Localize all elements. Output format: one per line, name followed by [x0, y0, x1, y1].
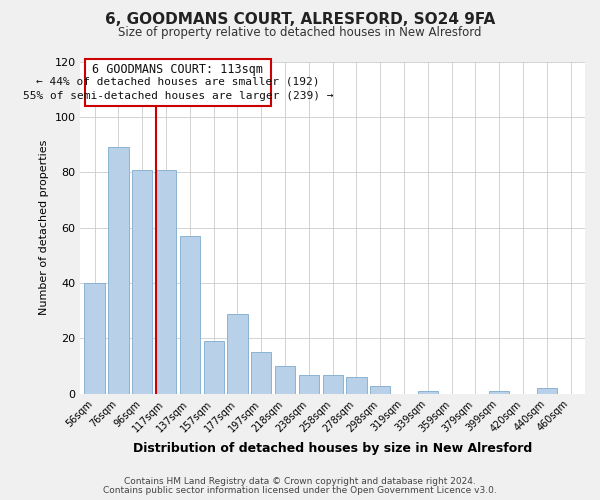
Bar [85, 283, 105, 394]
Bar [227, 314, 248, 394]
Bar [537, 388, 557, 394]
Text: Contains public sector information licensed under the Open Government Licence v3: Contains public sector information licen… [103, 486, 497, 495]
Text: 6 GOODMANS COURT: 113sqm: 6 GOODMANS COURT: 113sqm [92, 63, 263, 76]
Bar [132, 170, 152, 394]
Text: ← 44% of detached houses are smaller (192): ← 44% of detached houses are smaller (19… [36, 76, 320, 86]
Bar [251, 352, 271, 394]
X-axis label: Distribution of detached houses by size in New Alresford: Distribution of detached houses by size … [133, 442, 532, 455]
Bar [323, 374, 343, 394]
Bar [275, 366, 295, 394]
Bar [489, 391, 509, 394]
Bar [299, 374, 319, 394]
Bar [156, 170, 176, 394]
Bar [346, 378, 367, 394]
Bar [108, 148, 128, 394]
Bar [203, 342, 224, 394]
Bar [180, 236, 200, 394]
Text: Contains HM Land Registry data © Crown copyright and database right 2024.: Contains HM Land Registry data © Crown c… [124, 477, 476, 486]
Bar [418, 391, 438, 394]
Text: Size of property relative to detached houses in New Alresford: Size of property relative to detached ho… [118, 26, 482, 39]
Bar [85, 58, 271, 106]
Y-axis label: Number of detached properties: Number of detached properties [39, 140, 49, 316]
Text: 55% of semi-detached houses are larger (239) →: 55% of semi-detached houses are larger (… [23, 90, 333, 101]
Text: 6, GOODMANS COURT, ALRESFORD, SO24 9FA: 6, GOODMANS COURT, ALRESFORD, SO24 9FA [105, 12, 495, 28]
Bar [370, 386, 391, 394]
